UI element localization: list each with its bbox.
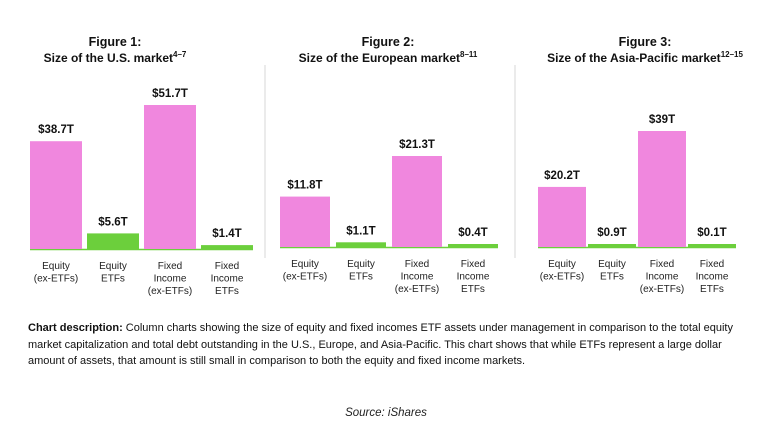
figure-2-value-label-1: $11.8T xyxy=(287,180,322,192)
figure-1-category-label-4-line-2: Income xyxy=(211,274,244,285)
charts-area: Figure 1:Size of the U.S. market4–7$38.7… xyxy=(30,35,743,297)
figure-2-value-label-4: $0.4T xyxy=(458,227,487,239)
figure-2-bar-1 xyxy=(280,196,330,247)
figure-1-title-superscript: 4–7 xyxy=(173,50,187,59)
figure-1-category-label-2-line-1: Equity xyxy=(99,261,127,272)
figure-2-category-label-1-line-1: Equity xyxy=(291,259,319,270)
figure-1-category-label-4-line-3: ETFs xyxy=(215,286,239,297)
figure-3-label: Figure 3: xyxy=(619,35,672,49)
figure-1-bar-2 xyxy=(87,233,139,249)
figure-3-value-label-1: $20.2T xyxy=(544,170,580,182)
figure-2-title-text: Size of the European market xyxy=(299,51,460,65)
figure-1-value-label-1: $38.7T xyxy=(38,124,74,136)
figure-1-category-label-3-line-2: Income xyxy=(154,274,187,285)
figure-3-category-label-3-line-3: (ex-ETFs) xyxy=(640,284,684,295)
figure-3-category-label-4-line-3: ETFs xyxy=(700,284,724,295)
figure-2-category-label-1-line-2: (ex-ETFs) xyxy=(283,272,327,283)
figure-1-bar-3 xyxy=(144,105,196,249)
figure-3-value-label-3: $39T xyxy=(649,114,675,126)
figure-3-category-label-4-line-2: Income xyxy=(696,272,729,283)
figure-2-category-label-2-line-2: ETFs xyxy=(349,272,373,283)
figure-3-title: Size of the Asia-Pacific market12–15 xyxy=(547,50,743,65)
figure-3-bar-3 xyxy=(638,131,686,247)
figure-1-category-label-4-line-1: Fixed xyxy=(215,261,239,272)
figure-3-bar-4 xyxy=(688,244,736,247)
figure-2-value-label-2: $1.1T xyxy=(346,225,375,237)
figure-1-category-label-3-line-1: Fixed xyxy=(158,261,182,272)
figure-1-category-label-3-line-3: (ex-ETFs) xyxy=(148,286,192,297)
figure-1-value-label-3: $51.7T xyxy=(152,88,188,100)
figure-1-category-label-1-line-2: (ex-ETFs) xyxy=(34,274,78,285)
figure-1-category-label-2-line-2: ETFs xyxy=(101,274,125,285)
figure-3-category-label-3-line-2: Income xyxy=(646,272,679,283)
figure-3-bar-2 xyxy=(588,244,636,247)
figure-2-category-label-4-line-3: ETFs xyxy=(461,284,485,295)
source-note: Source: iShares xyxy=(345,407,427,419)
figure-1-title: Size of the U.S. market4–7 xyxy=(44,50,187,65)
figure-2-category-label-3-line-2: Income xyxy=(401,272,434,283)
figure-1-bar-1 xyxy=(30,141,82,249)
figure-1-value-label-2: $5.6T xyxy=(98,216,127,228)
figure-2-bar-2 xyxy=(336,242,386,247)
chart-description-text: Column charts showing the size of equity… xyxy=(28,322,733,367)
figure-2-label: Figure 2: xyxy=(362,35,415,49)
figure-1-value-label-4: $1.4T xyxy=(212,228,241,240)
figure-3-value-label-4: $0.1T xyxy=(697,227,726,239)
figure-1-label: Figure 1: xyxy=(89,35,142,49)
figure-3-category-label-4-line-1: Fixed xyxy=(700,259,724,270)
figure-3-value-label-2: $0.9T xyxy=(597,227,626,239)
figure-2-category-label-2-line-1: Equity xyxy=(347,259,375,270)
figure-3-category-label-1-line-2: (ex-ETFs) xyxy=(540,272,584,283)
figure-2-title-superscript: 8–11 xyxy=(460,50,478,59)
figure-3-category-label-2-line-1: Equity xyxy=(598,259,626,270)
figure-3-bar-1 xyxy=(538,186,586,247)
figure-1-title-text: Size of the U.S. market xyxy=(44,51,173,65)
chart-description-label: Chart description: xyxy=(28,322,123,334)
figure-2-title: Size of the European market8–11 xyxy=(299,50,478,65)
figure-2-category-label-4-line-1: Fixed xyxy=(461,259,485,270)
figure-3-category-label-3-line-1: Fixed xyxy=(650,259,674,270)
figure-3-category-label-2-line-2: ETFs xyxy=(600,272,624,283)
figure-2-bar-3 xyxy=(392,156,442,247)
figure-2-category-label-3-line-1: Fixed xyxy=(405,259,429,270)
figure-2-bar-4 xyxy=(448,244,498,247)
figure-1-bar-4 xyxy=(201,245,253,249)
figure-2-category-label-4-line-2: Income xyxy=(457,272,490,283)
figure-3-title-text: Size of the Asia-Pacific market xyxy=(547,51,721,65)
figure-2-value-label-3: $21.3T xyxy=(399,139,435,151)
figure-3-category-label-1-line-1: Equity xyxy=(548,259,576,270)
figure-2-category-label-3-line-3: (ex-ETFs) xyxy=(395,284,439,295)
figure-1-category-label-1-line-1: Equity xyxy=(42,261,70,272)
figure-3-title-superscript: 12–15 xyxy=(721,50,744,59)
chart-description: Chart description: Column charts showing… xyxy=(28,320,758,370)
